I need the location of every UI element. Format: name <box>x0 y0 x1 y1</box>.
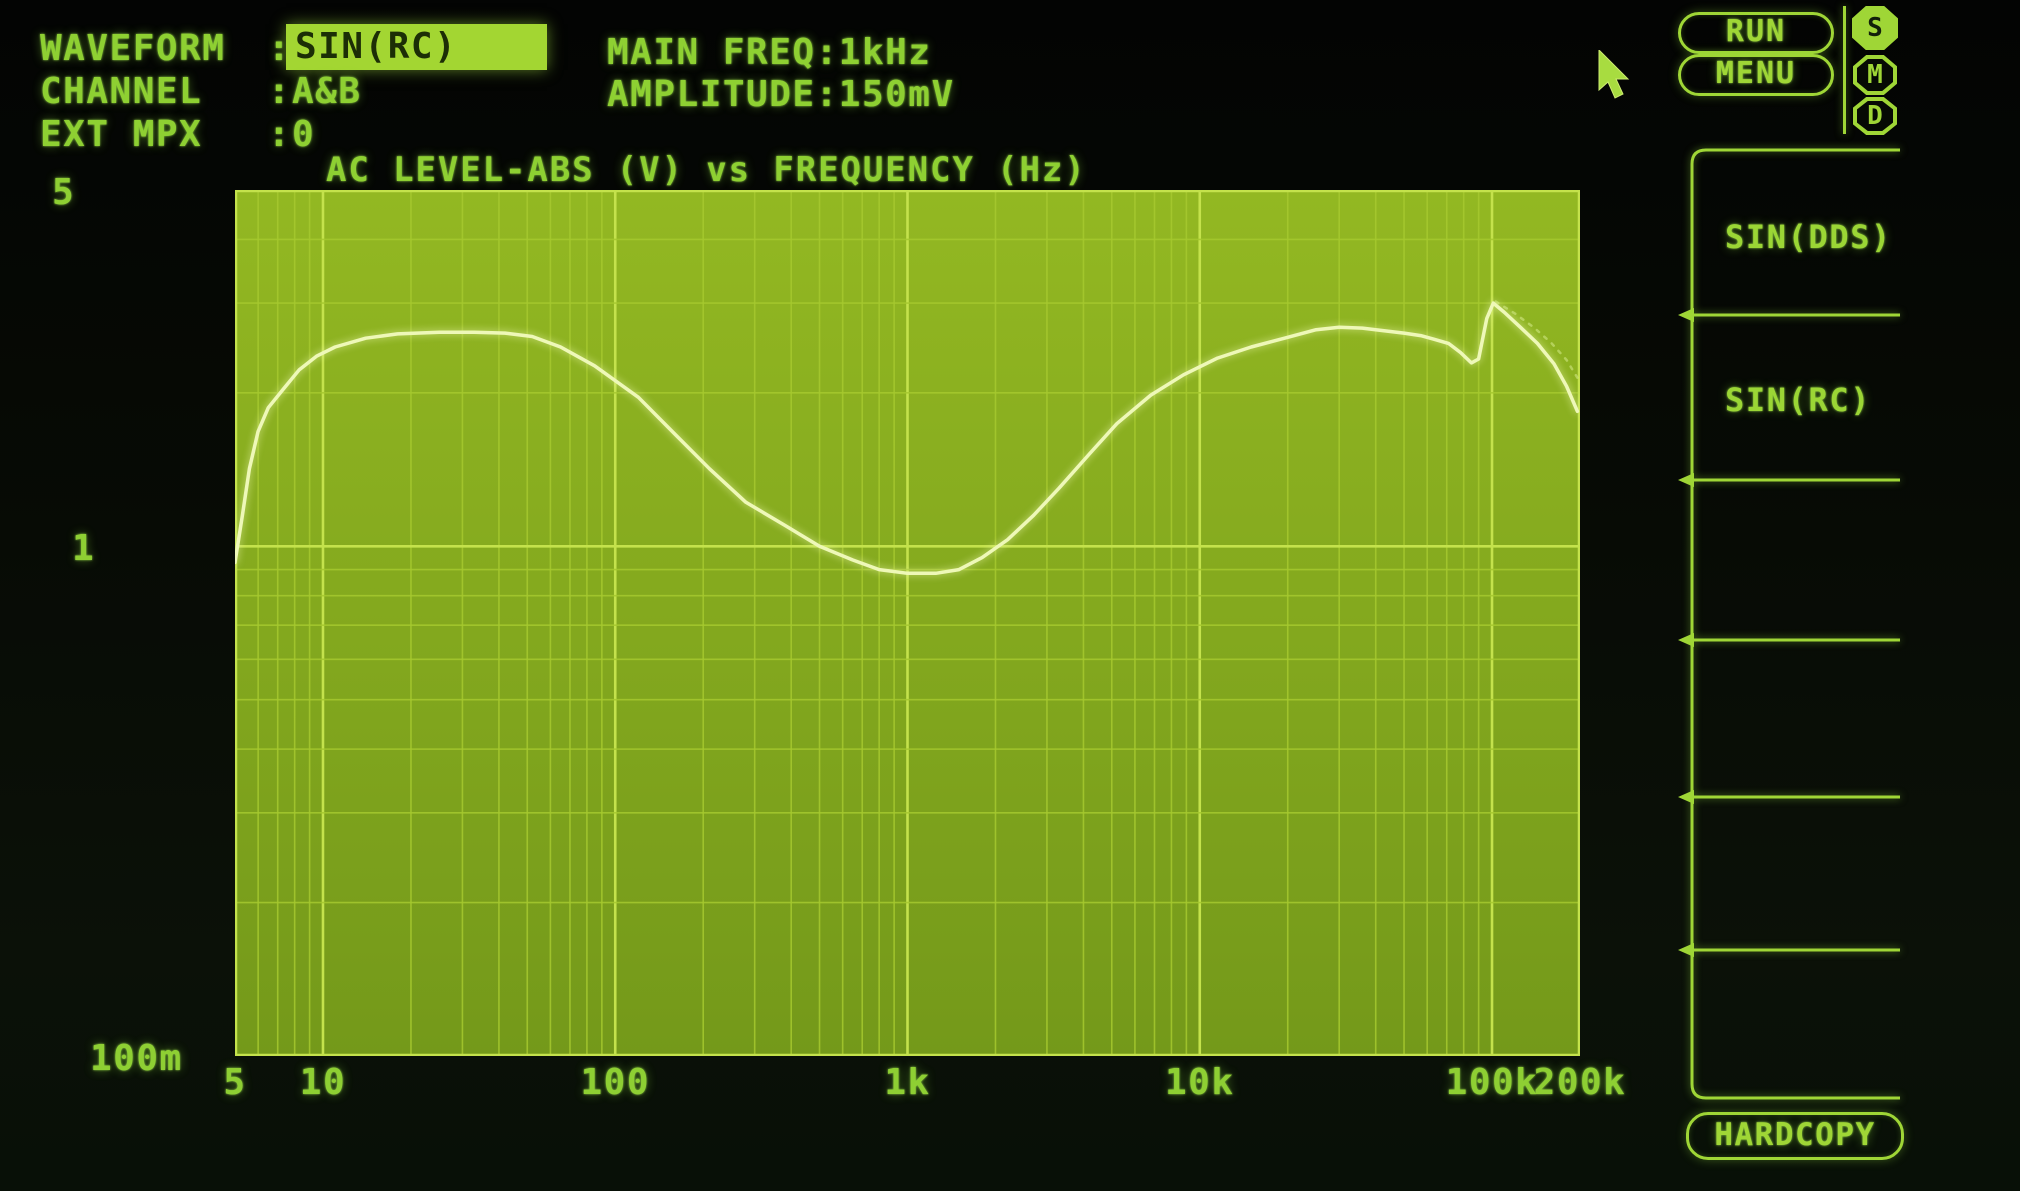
x-tick-5: 5 <box>223 1062 247 1103</box>
channel-value[interactable]: A&B <box>292 71 362 112</box>
x-tick-10k: 10k <box>1164 1062 1235 1103</box>
main-freq-separator: : <box>815 32 839 73</box>
softkey-tab-3 <box>1692 480 1900 640</box>
plot-area <box>233 189 1581 1058</box>
ext-mpx-label: EXT MPX <box>40 114 203 155</box>
status-badge-m[interactable]: M <box>1853 55 1897 95</box>
run-button[interactable]: RUN <box>1678 12 1834 54</box>
x-tick-1k: 1k <box>884 1062 931 1103</box>
x-tick-100k: 100k <box>1445 1062 1539 1103</box>
mouse-cursor-icon <box>1598 50 1630 99</box>
main-freq-field: MAIN FREQ:1kHz <box>607 32 931 73</box>
amplitude-separator: : <box>815 74 839 115</box>
amplitude-label: AMPLITUDE <box>607 74 816 115</box>
main-freq-label: MAIN FREQ <box>607 32 816 73</box>
softkey-label-sin-dds[interactable]: SIN(DDS) <box>1725 218 1892 256</box>
hardcopy-button[interactable]: HARDCOPY <box>1686 1112 1904 1160</box>
response-plot <box>233 189 1581 1058</box>
y-tick-5: 5 <box>52 172 76 213</box>
status-badge-s[interactable]: S <box>1852 6 1898 50</box>
response-curve <box>233 301 1580 576</box>
softkey-tab-5 <box>1692 797 1900 950</box>
waveform-label: WAVEFORM <box>40 28 226 69</box>
waveform-separator: : <box>268 28 292 69</box>
ext-mpx-separator: : <box>268 114 292 155</box>
softkey-tab-4 <box>1692 640 1900 797</box>
status-badge-d-letter: D <box>1867 101 1883 131</box>
amplitude-field: AMPLITUDE:150mV <box>607 74 955 115</box>
status-badge-d[interactable]: D <box>1853 97 1897 135</box>
x-tick-200k: 200k <box>1533 1062 1627 1103</box>
softkey-bracket <box>1678 148 1900 1100</box>
y-tick-1: 1 <box>72 528 96 570</box>
status-badge-s-letter: S <box>1867 13 1883 43</box>
status-badge-m-letter: M <box>1867 60 1883 90</box>
x-tick-100: 100 <box>580 1062 650 1103</box>
ext-mpx-value[interactable]: 0 <box>292 114 316 155</box>
amplitude-value[interactable]: 150mV <box>838 74 955 115</box>
header-divider <box>1843 6 1846 134</box>
channel-separator: : <box>268 71 292 112</box>
ghost-trace <box>1494 300 1580 382</box>
y-tick-100m: 100m <box>90 1038 183 1079</box>
channel-label: CHANNEL <box>40 71 203 112</box>
chart-title: AC LEVEL-ABS (V) vs FREQUENCY (Hz) <box>326 150 1087 190</box>
x-tick-10: 10 <box>299 1062 347 1103</box>
softkey-tab-6 <box>1692 950 1900 1098</box>
main-freq-value[interactable]: 1kHz <box>838 32 932 73</box>
menu-button[interactable]: MENU <box>1678 54 1834 96</box>
waveform-value-selected[interactable]: SIN(RC) <box>286 24 547 70</box>
softkey-label-sin-rc[interactable]: SIN(RC) <box>1725 381 1872 419</box>
